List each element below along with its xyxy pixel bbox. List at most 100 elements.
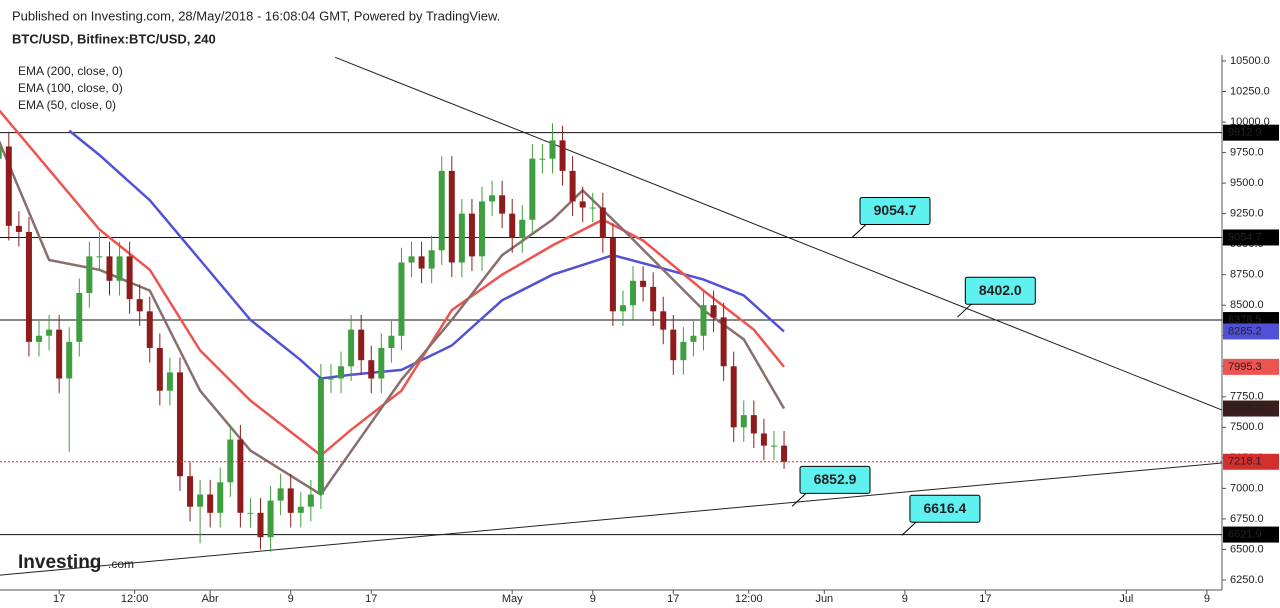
chart-title: BTC/USD, Bitfinex:BTC/USD, 240 <box>12 31 216 46</box>
candle-body <box>398 262 405 336</box>
ema-line <box>0 109 785 458</box>
legend-entry: EMA (100, close, 0) <box>18 81 123 95</box>
y-tick-label: 8750.0 <box>1230 269 1264 281</box>
trend-line <box>334 56 1222 411</box>
candle-body <box>297 506 304 513</box>
annotation-box <box>909 494 981 523</box>
candle-body <box>317 378 324 495</box>
ema-line <box>0 140 786 497</box>
candle-body <box>36 335 43 342</box>
candle-body <box>529 158 536 220</box>
legend-entry: EMA (200, close, 0) <box>18 64 123 78</box>
price-box <box>1223 124 1279 141</box>
annotation-label: 6852.9 <box>814 471 857 487</box>
candle-body <box>96 256 103 258</box>
candle-body <box>730 366 737 428</box>
candle-body <box>740 415 747 428</box>
y-tick-label: 9750.0 <box>1230 146 1264 158</box>
candle-body <box>720 317 727 367</box>
x-tick-label: Jul <box>1119 593 1133 605</box>
candle-body <box>76 293 83 342</box>
candle-body <box>781 445 788 462</box>
candle-body <box>408 256 415 263</box>
x-tick-label: 17 <box>667 593 679 605</box>
legend-entry: EMA (50, close, 0) <box>18 98 116 112</box>
candle-body <box>418 256 425 269</box>
candle-body <box>176 372 183 477</box>
annotation-pointer <box>901 521 917 536</box>
annotation-box <box>859 196 931 225</box>
candle-body <box>247 512 254 514</box>
candle-body <box>116 256 123 281</box>
candle-body <box>660 311 667 330</box>
y-tick-label: 9250.0 <box>1230 208 1264 220</box>
candle-body <box>519 219 526 239</box>
price-box <box>1223 400 1279 417</box>
candle-body <box>368 360 375 379</box>
subtitle: Published on Investing.com, 28/May/2018 … <box>12 8 500 23</box>
candle-body <box>25 231 32 342</box>
ema-line <box>68 129 785 380</box>
trend-line <box>0 462 1222 576</box>
candle-body <box>146 311 153 348</box>
price-label: 8378.5 <box>1228 314 1262 326</box>
candle-body <box>448 170 455 263</box>
price-label: 7654.0 <box>1228 402 1262 414</box>
candle-body <box>760 433 767 446</box>
price-label: 8285.2 <box>1228 325 1262 337</box>
x-tick-label: 9 <box>288 593 294 605</box>
candle-body <box>66 341 73 379</box>
x-tick-label: May <box>502 593 523 605</box>
candle-body <box>287 488 294 513</box>
candle-body <box>187 476 194 507</box>
annotation-label: 6616.4 <box>924 500 967 516</box>
annotation-box <box>799 465 871 494</box>
candle-body <box>136 299 143 312</box>
candle-body <box>468 213 475 257</box>
y-tick-label: 6750.0 <box>1230 513 1264 525</box>
x-tick-label: 9 <box>1204 593 1210 605</box>
candle-body <box>358 329 365 361</box>
candle-body <box>0 146 2 159</box>
logo-suffix: .com <box>108 557 134 571</box>
annotation-label: 8402.0 <box>979 282 1022 298</box>
candle-body <box>609 238 616 312</box>
candle-body <box>559 140 566 171</box>
candle-body <box>126 256 133 300</box>
candle-body <box>156 347 163 391</box>
candle-body <box>15 225 22 232</box>
price-label: 7995.3 <box>1228 361 1262 373</box>
plot-area <box>0 56 1222 576</box>
price-label: 6621.9 <box>1228 528 1262 540</box>
candle-body <box>378 347 385 379</box>
price-box <box>1223 229 1279 246</box>
annotation-pointer <box>791 492 807 507</box>
candle-body <box>579 201 586 208</box>
axes: 6250.06500.06750.07000.07250.07500.07750… <box>53 55 1279 605</box>
candle-body <box>589 207 596 209</box>
annotation-pointer <box>956 303 972 318</box>
candle-body <box>770 445 777 447</box>
candle-body <box>338 366 345 379</box>
candle-body <box>499 195 506 214</box>
candle-body <box>549 140 556 159</box>
y-tick-label: 8500.0 <box>1230 299 1264 311</box>
candle-body <box>700 305 707 336</box>
candle-body <box>750 415 757 434</box>
candle-body <box>106 256 113 281</box>
candle-body <box>348 329 355 367</box>
candle-body <box>56 329 63 379</box>
candle-body <box>267 500 274 538</box>
candle-body <box>46 329 53 336</box>
price-box <box>1223 526 1279 543</box>
annotation-pointer <box>851 224 867 238</box>
price-box <box>1223 358 1279 375</box>
candle-body <box>599 207 606 239</box>
price-label: 9912.9 <box>1228 127 1262 139</box>
x-tick-label: 17 <box>979 593 991 605</box>
y-tick-label: 7000.0 <box>1230 482 1264 494</box>
y-tick-label: 7750.0 <box>1230 391 1264 403</box>
candle-body <box>630 280 637 306</box>
